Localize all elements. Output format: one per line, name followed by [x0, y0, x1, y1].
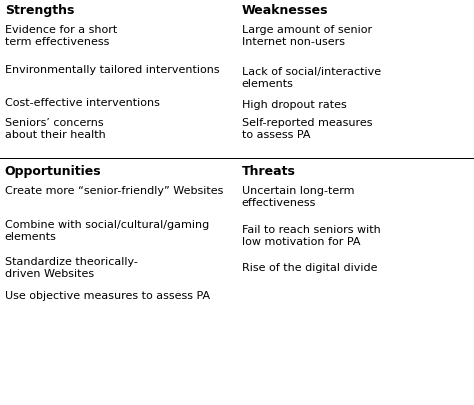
Text: Environmentally tailored interventions: Environmentally tailored interventions: [5, 65, 219, 75]
Text: Threats: Threats: [242, 164, 296, 177]
Text: Rise of the digital divide: Rise of the digital divide: [242, 262, 377, 272]
Text: Standardize theorically-
driven Websites: Standardize theorically- driven Websites: [5, 256, 137, 278]
Text: Weaknesses: Weaknesses: [242, 4, 328, 17]
Text: Large amount of senior
Internet non-users: Large amount of senior Internet non-user…: [242, 25, 372, 47]
Text: Lack of social/interactive
elements: Lack of social/interactive elements: [242, 67, 381, 89]
Text: Seniors’ concerns
about their health: Seniors’ concerns about their health: [5, 118, 106, 140]
Text: High dropout rates: High dropout rates: [242, 100, 346, 110]
Text: Self-reported measures
to assess PA: Self-reported measures to assess PA: [242, 118, 372, 140]
Text: Cost-effective interventions: Cost-effective interventions: [5, 98, 160, 108]
Text: Use objective measures to assess PA: Use objective measures to assess PA: [5, 290, 210, 300]
Text: Create more “senior-friendly” Websites: Create more “senior-friendly” Websites: [5, 185, 223, 196]
Text: Strengths: Strengths: [5, 4, 74, 17]
Text: Combine with social/cultural/gaming
elements: Combine with social/cultural/gaming elem…: [5, 220, 209, 241]
Text: Fail to reach seniors with
low motivation for PA: Fail to reach seniors with low motivatio…: [242, 224, 381, 246]
Text: Opportunities: Opportunities: [5, 164, 101, 177]
Text: Uncertain long-term
effectiveness: Uncertain long-term effectiveness: [242, 185, 354, 207]
Text: Evidence for a short
term effectiveness: Evidence for a short term effectiveness: [5, 25, 117, 47]
